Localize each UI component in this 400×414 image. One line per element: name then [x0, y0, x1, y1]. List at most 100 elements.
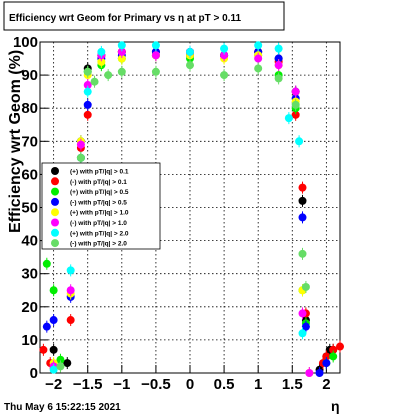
legend-marker [51, 218, 59, 227]
data-point [291, 87, 300, 96]
legend-marker [51, 187, 59, 196]
data-point [39, 345, 48, 354]
legend-marker [51, 208, 59, 217]
data-point [117, 67, 126, 76]
data-point [186, 47, 194, 56]
data-point [49, 345, 58, 354]
data-point [42, 322, 51, 331]
data-point [301, 282, 310, 291]
data-point [76, 153, 85, 162]
y-tick-label: 70 [21, 133, 38, 150]
data-point [298, 196, 307, 205]
legend-entry-label: (-) with pT/|q| > 0.1 [70, 179, 127, 186]
data-point [298, 213, 307, 222]
legend-entry-label: (+) with pT/|q| > 2.0 [70, 230, 129, 237]
data-point [336, 342, 344, 351]
x-tick-label: 0.5 [214, 376, 235, 393]
data-point [322, 352, 331, 361]
data-point [305, 369, 314, 377]
x-tick-label: −2 [45, 376, 62, 393]
legend-marker [51, 239, 59, 248]
data-point [315, 369, 324, 377]
data-point [66, 286, 75, 295]
x-axis-label: η [331, 398, 340, 414]
legend-entry-label: (+) with pT/|q| > 0.5 [70, 189, 129, 196]
data-point [298, 329, 307, 338]
data-point [298, 249, 307, 258]
data-point [83, 100, 92, 109]
data-point [220, 51, 229, 60]
data-point [56, 355, 65, 364]
data-point [151, 51, 160, 60]
data-point [117, 47, 126, 56]
timestamp: Thu May 6 15:22:15 2021 [4, 402, 121, 413]
title-box [3, 1, 285, 31]
data-point [151, 41, 160, 50]
data-point [151, 67, 160, 76]
data-point [291, 100, 300, 109]
data-point [49, 316, 58, 325]
data-point [291, 110, 300, 119]
data-point [274, 61, 283, 70]
legend-marker [51, 167, 59, 175]
legend-entry-label: (-) with pT/|q| > 2.0 [70, 241, 127, 248]
data-point [295, 137, 304, 146]
data-point [274, 44, 283, 53]
legend-box [41, 162, 161, 250]
x-tick-label: 0 [186, 376, 194, 393]
data-point [76, 140, 85, 149]
y-tick-label: 100 [13, 34, 38, 51]
data-point [97, 47, 106, 56]
data-point [220, 44, 229, 53]
legend-entry-label: (+) with pT/|q| > 0.1 [70, 169, 129, 176]
x-tick-label: −1 [113, 376, 130, 393]
data-point [83, 87, 92, 96]
data-point [329, 352, 338, 361]
data-point [254, 41, 263, 50]
y-tick-label: 30 [21, 266, 38, 283]
data-point [301, 322, 310, 331]
y-tick-label: 50 [21, 200, 38, 217]
data-point [66, 316, 75, 325]
data-point [83, 81, 92, 90]
x-tick-label: −0.5 [141, 376, 171, 393]
data-point [329, 345, 338, 354]
data-point [117, 41, 126, 50]
data-markers [39, 41, 344, 377]
y-axis-label: Efficiency wrt Geom (%) [7, 50, 24, 233]
y-tick-label: 20 [21, 299, 38, 316]
tick-labels: −2 −1.5 −1 −0.5 0 0.5 1 1.5 20102030405060708090… [13, 34, 331, 393]
y-tick-label: 90 [21, 67, 38, 84]
x-tick-label: 2 [322, 376, 330, 393]
data-point [63, 359, 72, 368]
series-7 [56, 59, 310, 373]
legend-marker [51, 197, 59, 206]
legend-marker [51, 228, 59, 237]
chart-title: Efficiency wrt Geom for Primary vs η at … [9, 13, 241, 24]
data-point [322, 359, 331, 368]
data-point [49, 286, 58, 295]
data-point [83, 110, 92, 119]
x-tick-label: −1.5 [73, 376, 103, 393]
legend-entry-label: (+) with pT/|q| > 1.0 [70, 210, 129, 217]
x-tick-label: 1.5 [282, 376, 303, 393]
legend-entry-label: (-) with pT/|q| > 0.5 [70, 199, 127, 206]
data-point [254, 54, 263, 63]
y-tick-label: 0 [30, 365, 38, 382]
data-point [83, 67, 92, 76]
data-point [274, 54, 283, 63]
data-point [186, 61, 194, 70]
data-point [56, 362, 65, 371]
data-point [90, 77, 99, 86]
data-point [104, 71, 113, 80]
data-point [42, 259, 51, 268]
data-point [220, 71, 229, 80]
y-tick-label: 60 [21, 166, 38, 183]
legend-entry-label: (-) with pT/|q| > 1.0 [70, 220, 127, 227]
legend-marker [51, 177, 59, 186]
y-tick-label: 10 [21, 332, 38, 349]
x-tick-label: 1 [254, 376, 262, 393]
data-point [284, 114, 293, 123]
data-point [117, 54, 126, 63]
